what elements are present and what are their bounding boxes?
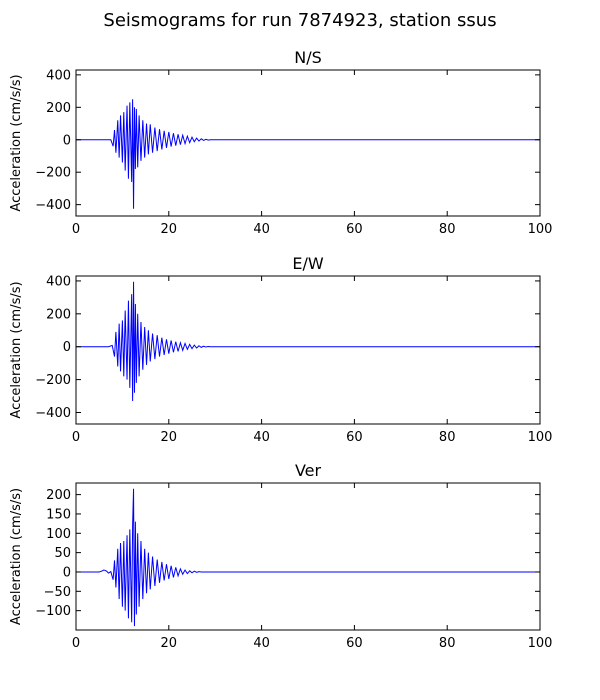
y-tick-label: −200 xyxy=(35,373,71,388)
y-tick-label: 100 xyxy=(46,527,71,542)
series-line-1 xyxy=(76,488,540,627)
x-tick-label: 40 xyxy=(253,430,270,445)
x-tick-label: 0 xyxy=(72,636,80,651)
y-tick-label: −400 xyxy=(35,198,71,213)
y-tick-label: 150 xyxy=(46,507,71,522)
x-tick-label: 100 xyxy=(528,222,553,237)
x-tick-label: 60 xyxy=(346,636,363,651)
panel-1: N/S Acceleration (cm/s/s) 0 20 40 60 80 100 −400… xyxy=(9,48,552,237)
y-axis-label: Acceleration (cm/s/s) xyxy=(9,74,24,211)
panel-2: E/W Acceleration (cm/s/s) 0 20 40 60 80 100 −400… xyxy=(9,254,552,445)
figure-title: Seismograms for run 7874923, station ssu… xyxy=(103,10,497,31)
panel-title: Ver xyxy=(295,461,322,480)
y-tick-label: 0 xyxy=(63,565,71,580)
x-tick-label: 80 xyxy=(439,222,456,237)
y-tick-label: −100 xyxy=(35,604,71,619)
x-tick-label: 100 xyxy=(528,636,553,651)
y-tick-label: 0 xyxy=(63,133,71,148)
plot-frame xyxy=(75,482,541,631)
y-tick-label: 0 xyxy=(63,340,71,355)
series-line-1 xyxy=(76,99,540,209)
y-tick-label: −400 xyxy=(35,406,71,421)
x-tick-label: 80 xyxy=(439,430,456,445)
plot-frame xyxy=(75,69,541,217)
panel-title: E/W xyxy=(292,254,324,273)
panel-3: Ver Acceleration (cm/s/s) 0 20 40 60 80 100 −100… xyxy=(9,461,552,651)
y-tick-label: 50 xyxy=(54,546,71,561)
x-tick-label: 0 xyxy=(72,430,80,445)
x-tick-label: 60 xyxy=(346,430,363,445)
x-tick-label: 0 xyxy=(72,222,80,237)
x-tick-label: 40 xyxy=(253,222,270,237)
y-tick-label: −200 xyxy=(35,166,71,181)
y-tick-label: 400 xyxy=(46,68,71,83)
x-tick-label: 60 xyxy=(346,222,363,237)
x-tick-label: 100 xyxy=(528,430,553,445)
x-tick-label: 80 xyxy=(439,636,456,651)
x-tick-label: 20 xyxy=(161,430,178,445)
panel-title: N/S xyxy=(294,48,322,67)
y-tick-label: 200 xyxy=(46,307,71,322)
series-line-1 xyxy=(76,281,540,401)
y-tick-label: −50 xyxy=(44,585,71,600)
x-tick-label: 40 xyxy=(253,636,270,651)
y-axis-label: Acceleration (cm/s/s) xyxy=(9,488,24,625)
y-tick-label: 400 xyxy=(46,274,71,289)
y-axis-label: Acceleration (cm/s/s) xyxy=(9,281,24,418)
y-tick-label: 200 xyxy=(46,488,71,503)
plot-frame xyxy=(75,275,541,425)
x-tick-label: 20 xyxy=(161,636,178,651)
y-tick-label: 200 xyxy=(46,101,71,116)
x-tick-label: 20 xyxy=(161,222,178,237)
